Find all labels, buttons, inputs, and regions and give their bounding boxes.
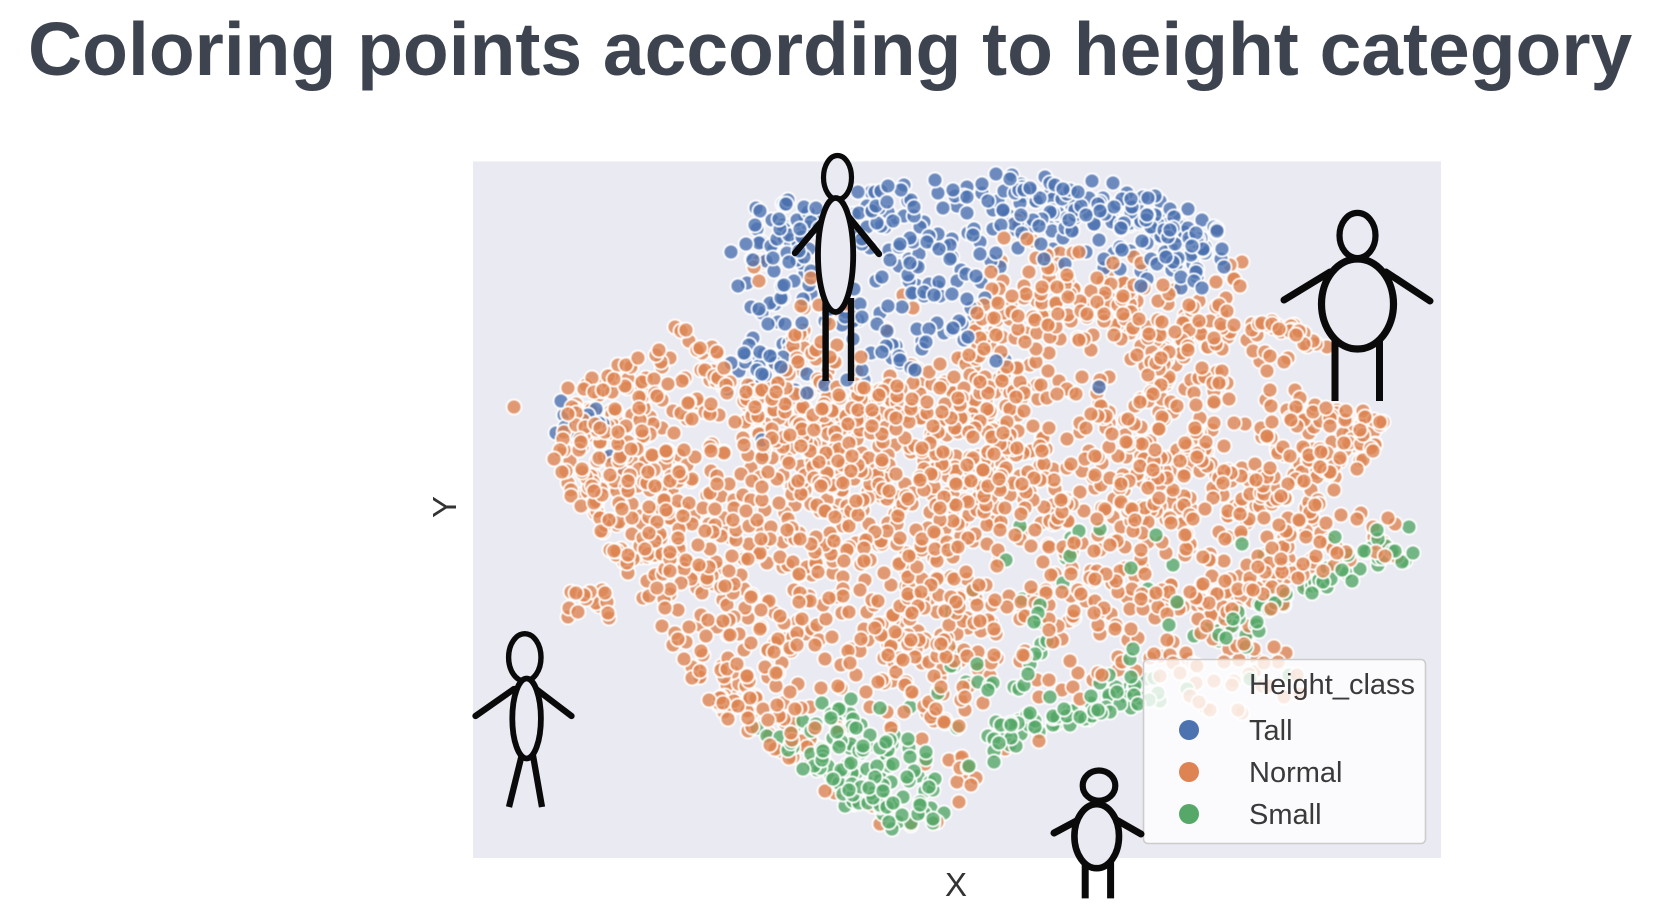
svg-text:Y: Y: [426, 496, 463, 518]
svg-text:X: X: [945, 866, 967, 903]
svg-text:Small: Small: [1249, 799, 1322, 831]
svg-text:Height_class: Height_class: [1249, 669, 1415, 701]
svg-text:Normal: Normal: [1249, 757, 1342, 789]
svg-text:Tall: Tall: [1249, 715, 1293, 747]
